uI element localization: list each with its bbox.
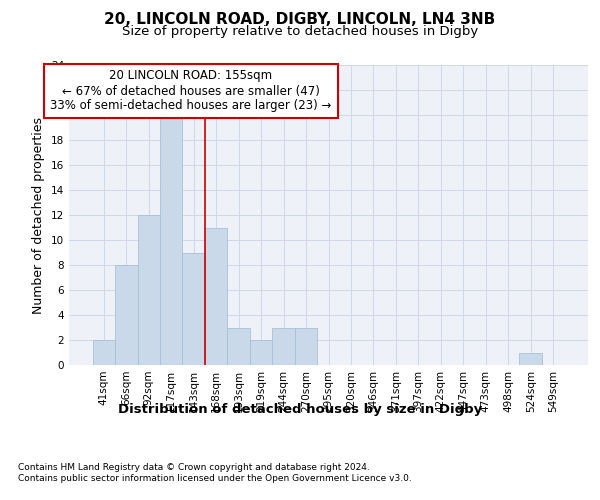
Bar [115,265,137,365]
Bar [227,328,250,365]
Text: Distribution of detached houses by size in Digby: Distribution of detached houses by size … [118,402,482,415]
Y-axis label: Number of detached properties: Number of detached properties [32,116,46,314]
Text: 20 LINCOLN ROAD: 155sqm
← 67% of detached houses are smaller (47)
33% of semi-de: 20 LINCOLN ROAD: 155sqm ← 67% of detache… [50,70,332,112]
Bar [205,228,227,365]
Bar [182,252,205,365]
Bar [160,115,182,365]
Text: 20, LINCOLN ROAD, DIGBY, LINCOLN, LN4 3NB: 20, LINCOLN ROAD, DIGBY, LINCOLN, LN4 3N… [104,12,496,28]
Text: Contains public sector information licensed under the Open Government Licence v3: Contains public sector information licen… [18,474,412,483]
Bar [272,328,295,365]
Bar [250,340,272,365]
Text: Contains HM Land Registry data © Crown copyright and database right 2024.: Contains HM Land Registry data © Crown c… [18,462,370,471]
Bar [137,215,160,365]
Bar [520,352,542,365]
Bar [92,340,115,365]
Text: Size of property relative to detached houses in Digby: Size of property relative to detached ho… [122,25,478,38]
Bar [295,328,317,365]
